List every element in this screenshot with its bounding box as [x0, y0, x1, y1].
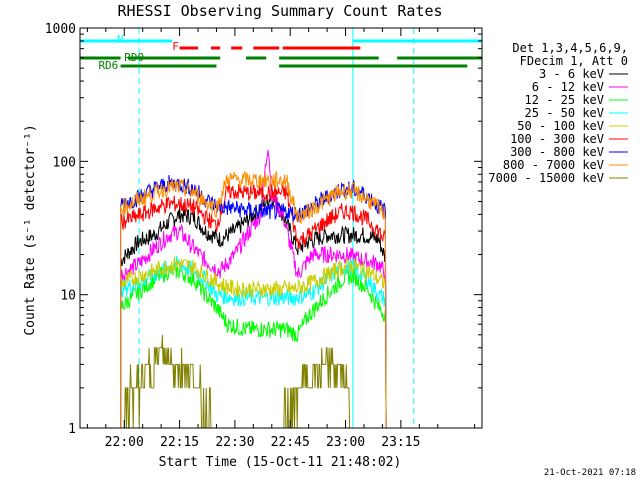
y-tick-label: 1000	[45, 22, 76, 37]
legend-entry-label: 25 - 50 keV	[525, 106, 604, 120]
flag-label-f: F	[172, 40, 179, 53]
flag-label-n: N	[117, 33, 124, 46]
x-axis: 22:00 22:15 22:30 22:45 23:00 23:15	[86, 28, 476, 450]
series-line-8	[120, 170, 387, 429]
footer-timestamp: 21-Oct-2021 07:18	[544, 468, 636, 478]
series-line-1	[120, 194, 387, 429]
series-line-9	[120, 334, 353, 429]
chart-title: RHESSI Observing Summary Count Rates	[117, 2, 442, 20]
x-tick-label: 22:30	[215, 435, 254, 450]
legend-entry-label: 300 - 800 keV	[510, 145, 604, 159]
legend-entry-label: 800 - 7000 keV	[503, 158, 604, 172]
legend: Det 1,3,4,5,6,9,FDecim 1, Att 03 - 6 keV…	[488, 41, 628, 185]
y-axis-label: Count Rate (s⁻¹ detector⁻¹)	[23, 124, 38, 335]
flag-label-rd6: RD6	[98, 59, 118, 72]
y-axis: 1 10 100 1000	[45, 22, 482, 437]
y-tick-label: 10	[60, 289, 76, 304]
legend-entry-label: 3 - 6 keV	[539, 67, 604, 81]
x-tick-label: 22:00	[105, 435, 144, 450]
series-line-6	[120, 181, 387, 429]
series-line-5	[120, 256, 387, 429]
x-tick-label: 22:45	[271, 435, 310, 450]
series-line-2	[120, 149, 387, 429]
x-axis-label: Start Time (15-Oct-11 21:48:02)	[159, 455, 402, 470]
x-tick-label: 23:00	[326, 435, 365, 450]
y-tick-label: 1	[68, 422, 76, 437]
legend-entry-label: 50 - 100 keV	[517, 119, 604, 133]
legend-title-line: FDecim 1, Att 0	[520, 54, 628, 68]
series-line-7	[120, 174, 387, 429]
flag-label-rd0: RD0	[124, 51, 144, 64]
x-tick-label: 23:15	[381, 435, 420, 450]
series-line-3	[120, 262, 387, 429]
legend-entry-label: 100 - 300 keV	[510, 132, 604, 146]
y-tick-label: 100	[53, 155, 76, 170]
legend-entry-label: 7000 - 15000 keV	[488, 171, 604, 185]
legend-title-line: Det 1,3,4,5,6,9,	[512, 41, 628, 55]
plot-frame	[79, 27, 483, 429]
plot-area: N F RD0 RD6	[79, 28, 482, 429]
x-tick-label: 22:15	[160, 435, 199, 450]
legend-entry-label: 12 - 25 keV	[525, 93, 604, 107]
legend-entry-label: 6 - 12 keV	[532, 80, 604, 94]
